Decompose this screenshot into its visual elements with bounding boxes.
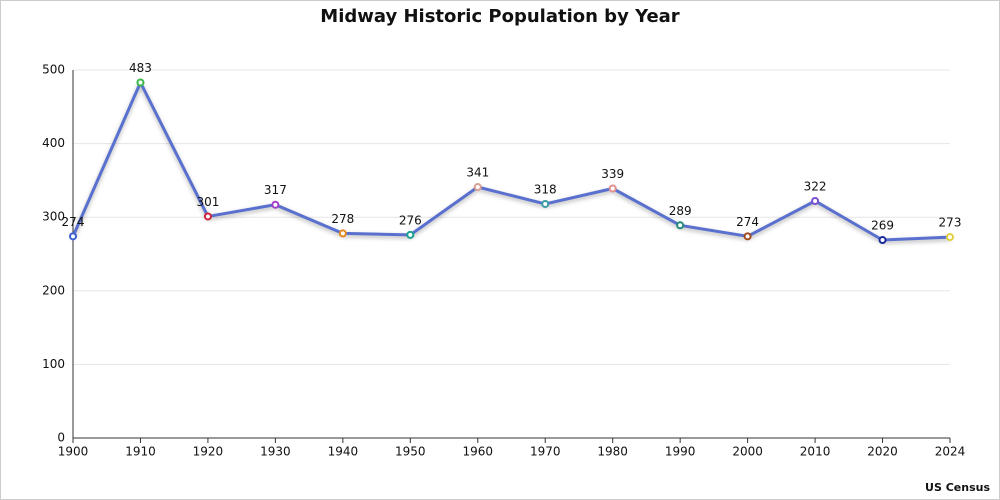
data-point xyxy=(541,199,550,208)
data-label: 322 xyxy=(804,180,827,194)
data-label: 278 xyxy=(331,212,354,226)
data-label: 483 xyxy=(129,61,152,75)
x-tick-label: 1990 xyxy=(665,445,696,459)
data-label: 341 xyxy=(466,166,489,180)
data-label: 289 xyxy=(669,204,692,218)
x-tick-label: 1980 xyxy=(597,445,628,459)
data-point xyxy=(406,230,415,239)
y-tick-label: 0 xyxy=(57,431,65,445)
x-tick-label: 1930 xyxy=(260,445,291,459)
data-label: 274 xyxy=(736,215,759,229)
data-label: 276 xyxy=(399,213,422,227)
data-label: 318 xyxy=(534,182,557,196)
data-point xyxy=(676,221,685,230)
data-line xyxy=(71,78,951,242)
data-label: 274 xyxy=(62,215,85,229)
y-tick-label: 400 xyxy=(42,136,65,150)
x-tick-label: 1970 xyxy=(530,445,561,459)
x-tick-label: 1940 xyxy=(328,445,359,459)
data-point xyxy=(946,233,954,242)
data-point xyxy=(136,78,145,87)
data-label: 269 xyxy=(871,219,894,233)
x-tick-label: 2024 xyxy=(935,445,966,459)
y-tick-label: 300 xyxy=(42,210,65,224)
y-tick-label: 100 xyxy=(42,357,65,371)
x-tick-label: 1920 xyxy=(193,445,224,459)
x-tick-label: 1910 xyxy=(125,445,156,459)
data-label: 317 xyxy=(264,183,287,197)
data-label: 339 xyxy=(601,167,624,181)
chart-title: Midway Historic Population by Year xyxy=(320,6,680,27)
y-tick-label: 500 xyxy=(42,63,65,77)
source-note: US Census xyxy=(925,481,990,494)
data-label: 273 xyxy=(939,216,962,230)
x-tick-label: 2000 xyxy=(732,445,763,459)
data-point xyxy=(69,232,77,241)
x-tick-label: 2020 xyxy=(867,445,898,459)
x-tick-label: 2010 xyxy=(800,445,831,459)
data-point xyxy=(743,232,752,241)
data-point xyxy=(203,212,212,221)
data-point xyxy=(271,200,280,209)
data-point xyxy=(811,197,820,206)
x-tick-label: 1900 xyxy=(58,445,89,459)
x-tick-label: 1950 xyxy=(395,445,426,459)
data-point xyxy=(338,229,347,238)
data-point xyxy=(473,183,482,192)
x-tick-label: 1960 xyxy=(462,445,493,459)
data-point xyxy=(608,184,617,193)
data-label: 301 xyxy=(196,195,219,209)
y-tick-label: 200 xyxy=(42,283,65,297)
data-point xyxy=(878,236,887,245)
